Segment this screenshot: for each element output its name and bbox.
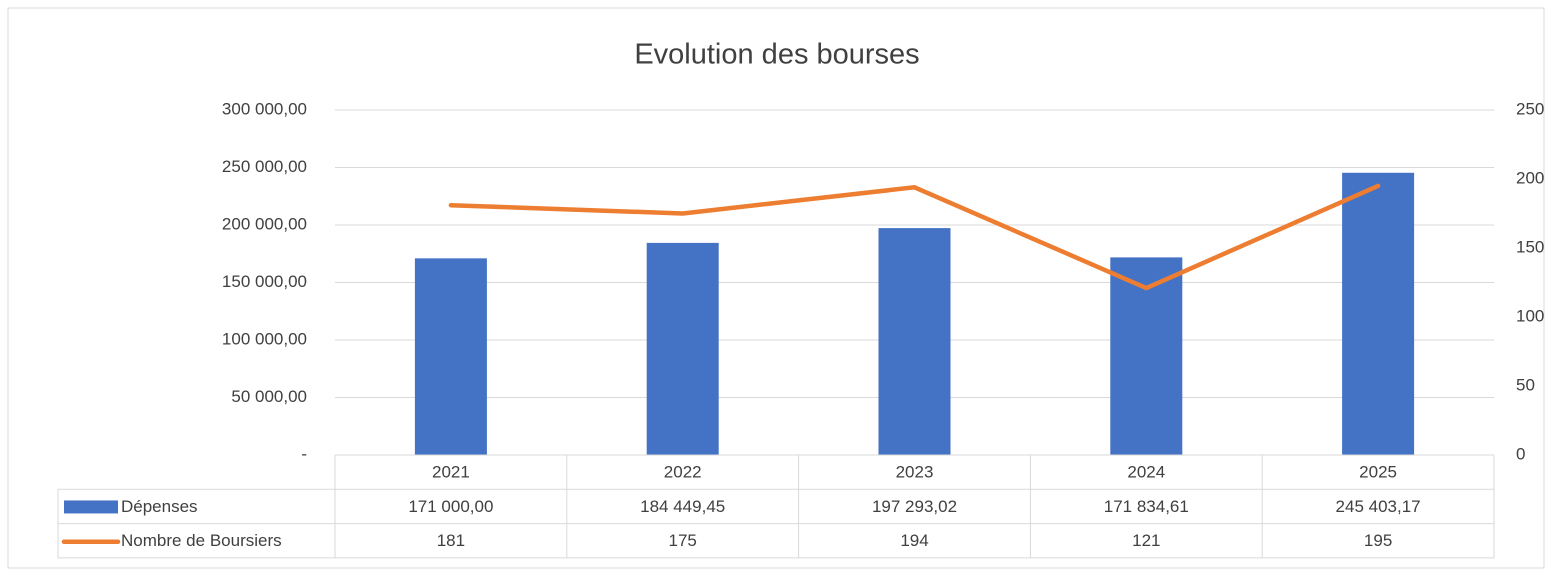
x-tick-label: 2021 bbox=[432, 463, 470, 482]
table-cell: 121 bbox=[1132, 531, 1160, 550]
legend-key bbox=[64, 500, 118, 514]
table-cell: 171 000,00 bbox=[408, 497, 493, 516]
y2-tick-label: 0 bbox=[1516, 444, 1525, 463]
table-cell: 171 834,61 bbox=[1104, 497, 1189, 516]
y-tick-label: 200 000,00 bbox=[222, 214, 307, 233]
y2-tick-label: 50 bbox=[1516, 375, 1535, 394]
legend-label: Dépenses bbox=[121, 497, 198, 516]
y-tick-label: - bbox=[301, 444, 307, 463]
legend-label: Nombre de Boursiers bbox=[121, 531, 282, 550]
bar bbox=[646, 242, 719, 455]
y-tick-label: 100 000,00 bbox=[222, 329, 307, 348]
table-cell: 181 bbox=[437, 531, 465, 550]
y2-tick-label: 200 bbox=[1516, 168, 1544, 187]
bar bbox=[1110, 257, 1183, 455]
y-tick-label: 150 000,00 bbox=[222, 272, 307, 291]
y2-tick-label: 100 bbox=[1516, 306, 1544, 325]
y-tick-label: 300 000,00 bbox=[222, 99, 307, 118]
bar bbox=[1342, 172, 1415, 455]
table-cell: 197 293,02 bbox=[872, 497, 957, 516]
table-cell: 195 bbox=[1364, 531, 1392, 550]
x-tick-label: 2022 bbox=[664, 463, 702, 482]
x-tick-label: 2025 bbox=[1359, 463, 1397, 482]
table-cell: 194 bbox=[900, 531, 928, 550]
y-tick-label: 250 000,00 bbox=[222, 157, 307, 176]
bar bbox=[414, 258, 487, 455]
y2-tick-label: 250 bbox=[1516, 99, 1544, 118]
bar bbox=[878, 228, 951, 455]
line bbox=[448, 183, 1381, 291]
table-cell: 175 bbox=[669, 531, 697, 550]
chart-title: Evolution des bourses bbox=[634, 39, 919, 71]
table-cell: 245 403,17 bbox=[1336, 497, 1421, 516]
table-cell: 184 449,45 bbox=[640, 497, 725, 516]
x-tick-label: 2024 bbox=[1127, 463, 1165, 482]
x-tick-label: 2023 bbox=[896, 463, 934, 482]
y2-tick-label: 150 bbox=[1516, 237, 1544, 256]
chart-frame bbox=[7, 7, 1545, 569]
y-tick-label: 50 000,00 bbox=[231, 387, 307, 406]
